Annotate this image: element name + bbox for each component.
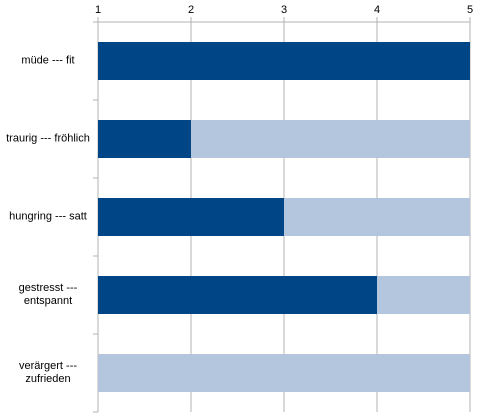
- x-tick-label: 1: [95, 4, 101, 16]
- bar: [98, 120, 191, 158]
- y-tick-label: gestresst --- entspannt: [18, 282, 78, 307]
- x-tick-label: 4: [374, 4, 380, 16]
- x-tick-label: 3: [281, 4, 287, 16]
- bar-track: [98, 354, 470, 392]
- y-tick-label: verärgert --- zufrieden: [18, 360, 78, 385]
- y-tick-label: hungring --- satt: [9, 210, 87, 223]
- x-tick-label: 5: [467, 4, 473, 16]
- bar: [98, 276, 377, 314]
- bar: [98, 42, 470, 80]
- bar: [98, 198, 284, 236]
- x-tick-label: 2: [188, 4, 194, 16]
- y-tick-label: traurig --- fröhlich: [6, 132, 90, 145]
- y-tick-label: müde --- fit: [21, 54, 75, 67]
